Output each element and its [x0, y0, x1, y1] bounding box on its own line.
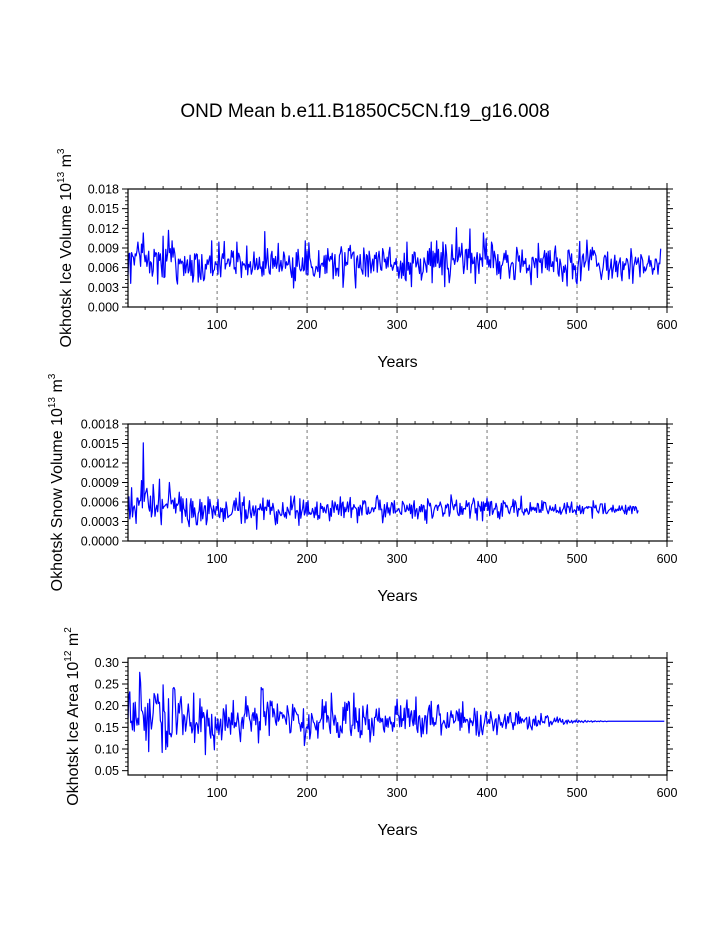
x-tick-label: 500: [567, 786, 588, 800]
y-tick-label: 0.25: [95, 678, 119, 692]
y-tick-label: 0.0009: [81, 476, 119, 490]
y-tick-label: 0.0015: [81, 437, 119, 451]
y-label-exponent: 12: [63, 650, 74, 662]
chart-panel-2: 100 200 300 400 500 600 0.0000 0.0003 0.0006 0.00…: [47, 373, 677, 605]
y-tick-label: 0.0000: [81, 535, 119, 549]
y-axis-label: Okhotsk Ice Area 1012 m2: [63, 627, 82, 806]
x-tick-label: 100: [207, 786, 228, 800]
y-tick-label: 0.0003: [81, 515, 119, 529]
y-label-unit-exponent: 3: [47, 373, 58, 379]
x-tick-label: 600: [657, 786, 678, 800]
chart-panel-3: 100 200 300 400 500 600 0.05 0.10 0.15 0.20 0.25 0.…: [63, 627, 677, 839]
plot-frame: [127, 657, 668, 776]
y-tick-label: 0.20: [95, 699, 119, 713]
series-line: [127, 227, 662, 289]
y-label-unit-exponent: 3: [56, 148, 67, 154]
y-tick-label: 0.30: [95, 656, 119, 670]
y-tick-label: 0.003: [88, 281, 119, 295]
figure-title: OND Mean b.e11.B1850C5CN.f19_g16.008: [180, 101, 549, 122]
x-tick-label: 100: [207, 318, 228, 332]
y-label-main: Okhotsk Ice Volume 10: [58, 183, 75, 348]
x-tick-label: 300: [387, 786, 408, 800]
y-axis-label: Okhotsk Snow Volume 1013 m3: [47, 373, 66, 591]
x-tick-label: 500: [567, 552, 588, 566]
series-line: [127, 671, 665, 756]
y-tick-label: 0.009: [88, 242, 119, 256]
y-label-unit: m: [58, 154, 75, 172]
y-tick-label: 0.0006: [81, 496, 119, 510]
y-label-exponent: 13: [56, 171, 67, 183]
y-label-unit: m: [49, 379, 66, 397]
y-axis-label: Okhotsk Ice Volume 1013 m3: [56, 148, 75, 347]
x-tick-label: 400: [477, 318, 498, 332]
x-tick-label: 200: [297, 552, 318, 566]
x-tick-label: 200: [297, 786, 318, 800]
x-tick-label: 100: [207, 552, 228, 566]
plot-frame: [127, 423, 668, 542]
y-tick-label: 0.15: [95, 721, 119, 735]
y-label-exponent: 13: [47, 397, 58, 409]
y-label-unit: m: [65, 633, 82, 651]
y-label-main: Okhotsk Snow Volume 10: [49, 408, 66, 591]
x-tick-label: 400: [477, 786, 498, 800]
y-tick-label: 0.015: [88, 202, 119, 216]
x-tick-label: 600: [657, 552, 678, 566]
x-axis-label: Years: [377, 354, 417, 371]
x-tick-label: 300: [387, 552, 408, 566]
x-axis-label: Years: [377, 588, 417, 605]
y-tick-label: 0.012: [88, 222, 119, 236]
chart-panel-1: 100 200 300 400 500 600 0.000 0.003 0.006 0.009 0.…: [56, 148, 677, 371]
x-tick-label: 200: [297, 318, 318, 332]
x-tick-label: 500: [567, 318, 588, 332]
x-axis-label: Years: [377, 822, 417, 839]
x-tick-label: 300: [387, 318, 408, 332]
y-tick-label: 0.018: [88, 183, 119, 197]
y-label-main: Okhotsk Ice Area 10: [65, 662, 82, 806]
y-tick-label: 0.0018: [81, 418, 119, 432]
y-tick-label: 0.000: [88, 301, 119, 315]
y-tick-label: 0.10: [95, 743, 119, 757]
series-line: [127, 442, 639, 530]
y-label-unit-exponent: 2: [63, 627, 74, 633]
y-tick-label: 0.0012: [81, 457, 119, 471]
x-tick-label: 400: [477, 552, 498, 566]
x-tick-label: 600: [657, 318, 678, 332]
y-tick-label: 0.006: [88, 261, 119, 275]
panels-container: 100 200 300 400 500 600 0.000 0.003 0.006 0.009 0.…: [47, 148, 677, 839]
y-tick-label: 0.05: [95, 764, 119, 778]
